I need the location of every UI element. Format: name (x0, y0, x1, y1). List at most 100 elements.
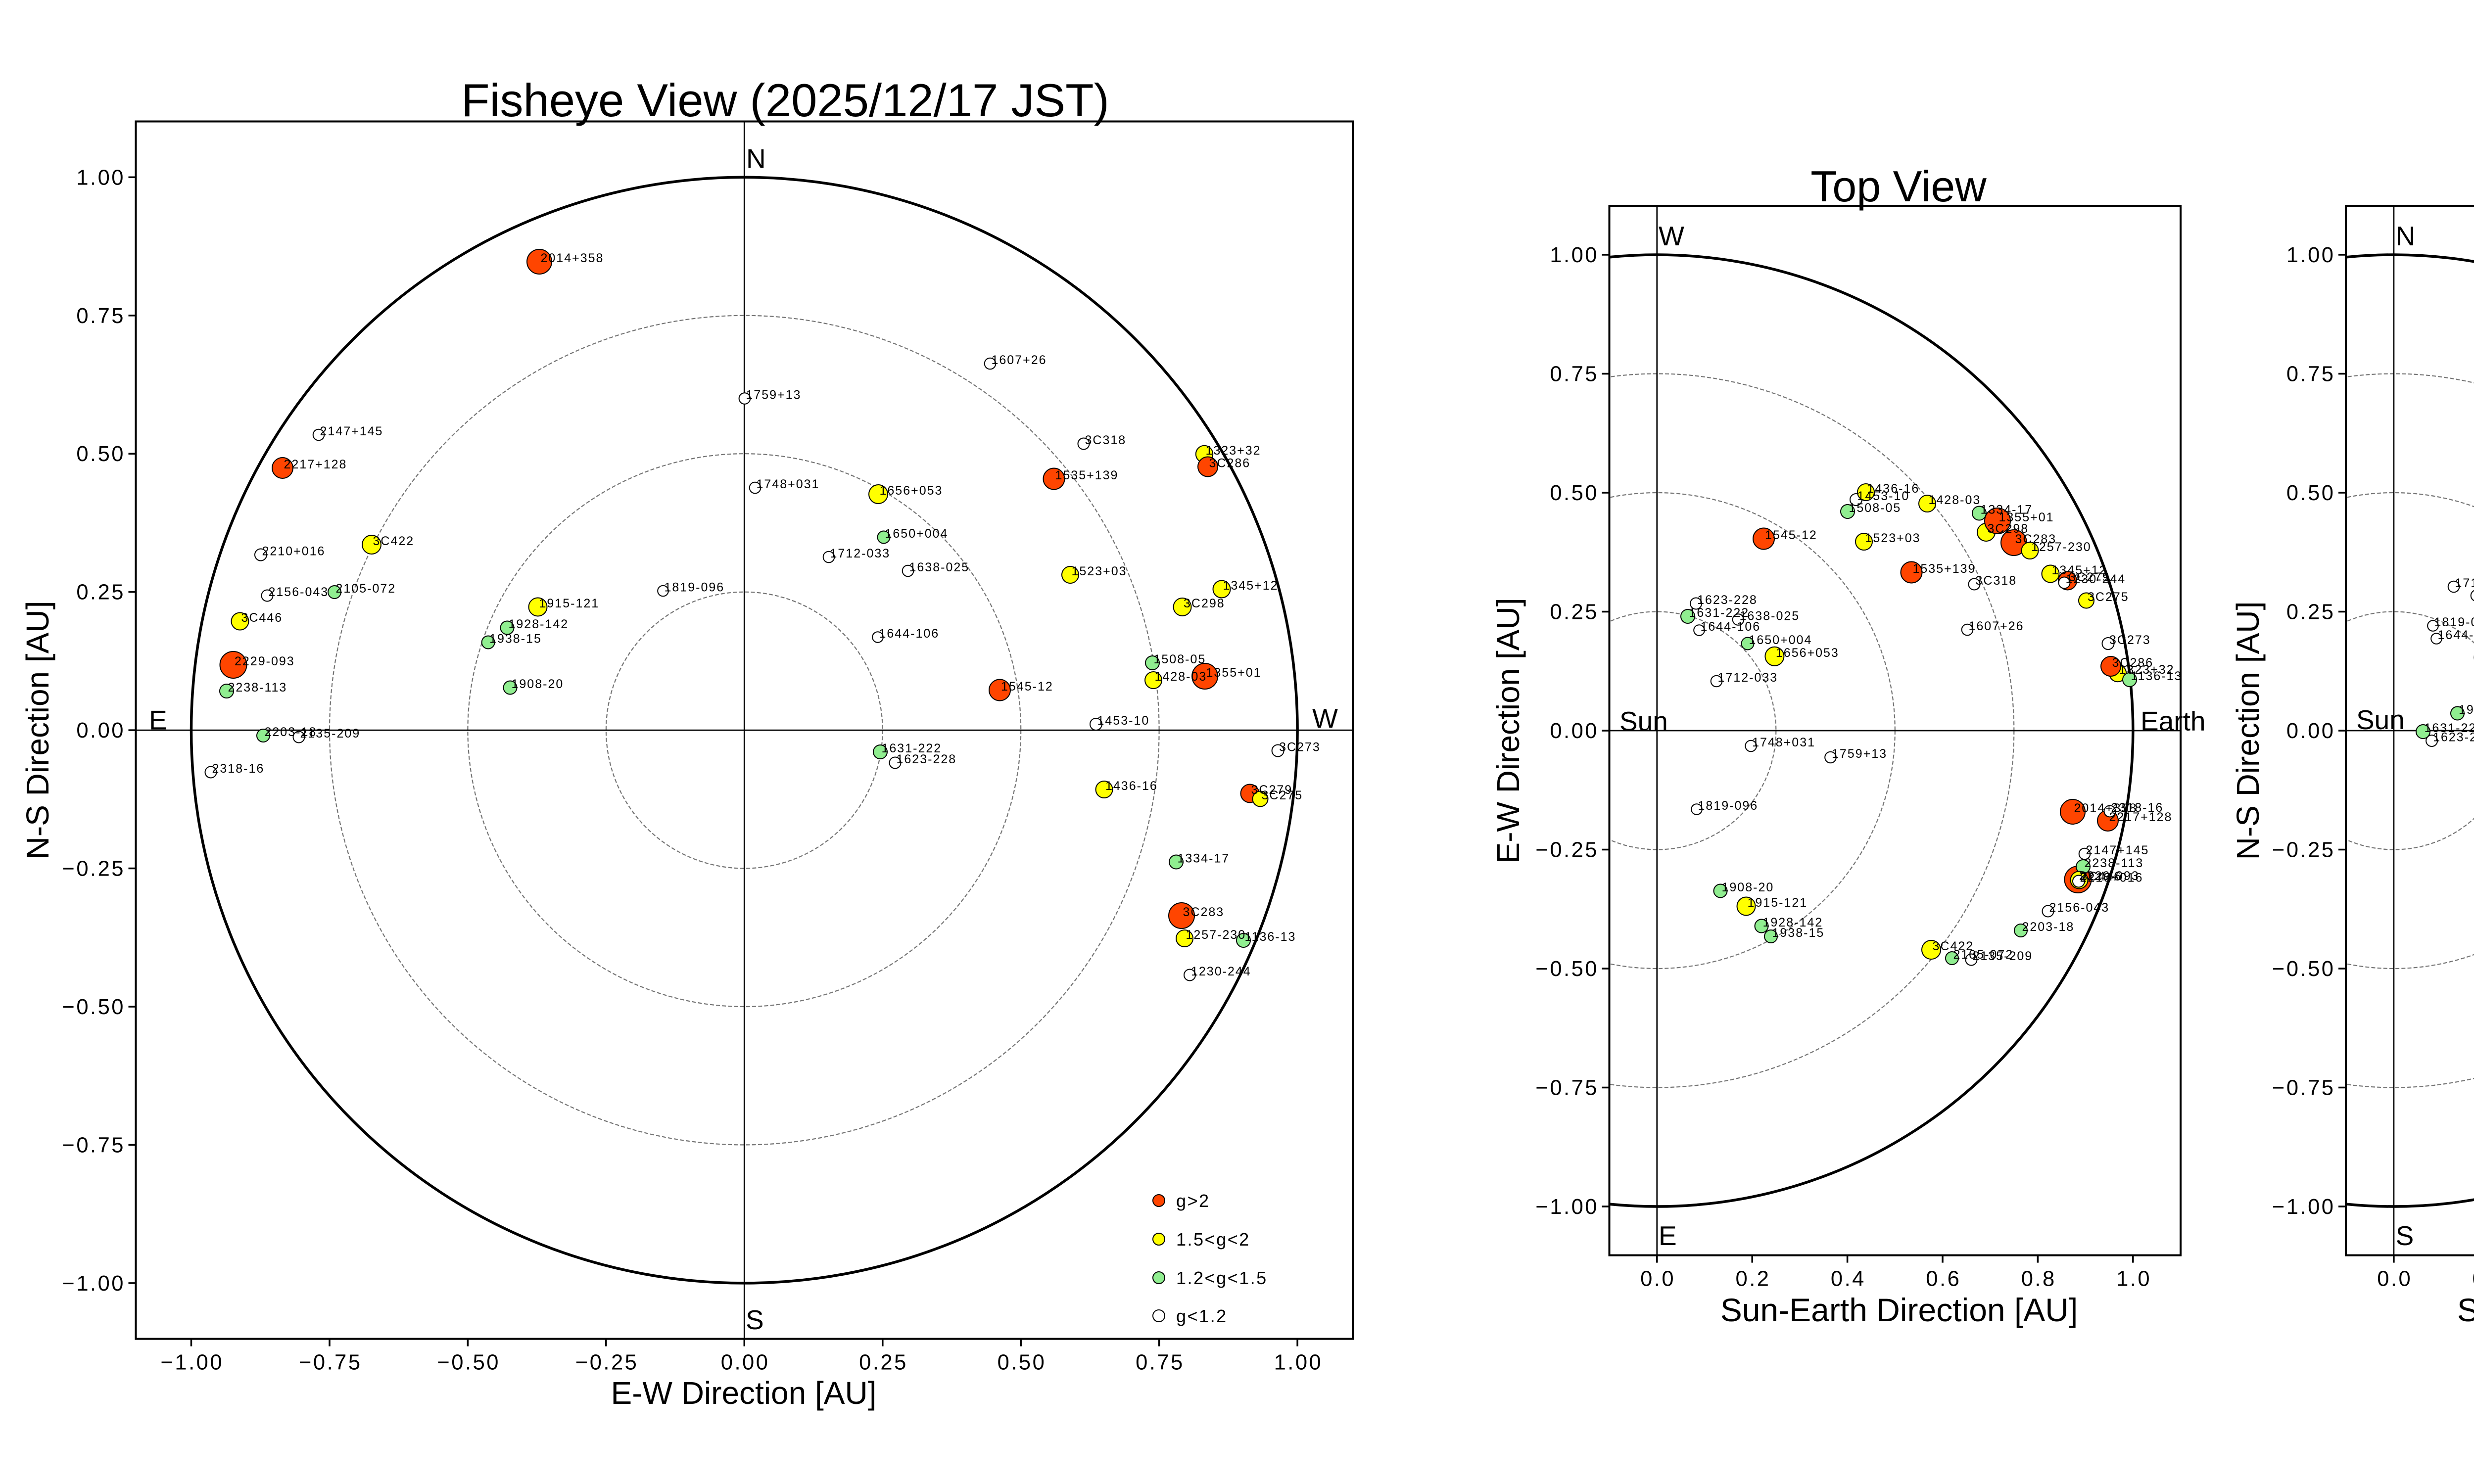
svg-text:−0.75: −0.75 (1535, 1076, 1599, 1100)
svg-text:−1.00: −1.00 (1535, 1195, 1599, 1219)
svg-text:−1.00: −1.00 (62, 1272, 125, 1296)
svg-text:1915-121: 1915-121 (539, 597, 600, 610)
svg-text:3C298: 3C298 (1184, 597, 1225, 610)
svg-text:0.50: 0.50 (998, 1351, 1047, 1375)
svg-text:2318-16: 2318-16 (212, 762, 265, 776)
svg-text:1453-10: 1453-10 (1097, 714, 1150, 728)
svg-text:1644-106: 1644-106 (879, 627, 940, 641)
svg-text:1650+004: 1650+004 (885, 527, 949, 541)
svg-text:2238-113: 2238-113 (228, 681, 287, 695)
svg-text:1656+053: 1656+053 (1776, 646, 1839, 660)
svg-text:0.75: 0.75 (2286, 363, 2335, 386)
svg-text:S: S (2396, 1220, 2414, 1251)
svg-text:0.75: 0.75 (1550, 363, 1599, 386)
svg-text:Top View: Top View (1810, 162, 1987, 211)
svg-text:0.50: 0.50 (1550, 481, 1599, 505)
svg-text:E: E (149, 705, 167, 736)
svg-text:1.2<g<1.5: 1.2<g<1.5 (1176, 1268, 1268, 1288)
svg-text:W: W (1659, 221, 1684, 251)
svg-text:0.25: 0.25 (859, 1351, 908, 1375)
svg-text:1644-106: 1644-106 (1701, 620, 1761, 634)
svg-text:3C283: 3C283 (1183, 905, 1225, 919)
svg-text:1623-228: 1623-228 (2433, 731, 2474, 744)
svg-text:−0.50: −0.50 (437, 1351, 500, 1375)
svg-text:E-W Direction [AU]: E-W Direction [AU] (1490, 598, 1526, 864)
svg-text:3C279: 3C279 (2069, 570, 2110, 584)
svg-text:1759+13: 1759+13 (1832, 747, 1887, 761)
svg-text:0.50: 0.50 (76, 442, 125, 466)
svg-text:1.00: 1.00 (2286, 243, 2335, 267)
svg-text:1748+031: 1748+031 (1752, 736, 1815, 749)
svg-text:1938-15: 1938-15 (1772, 926, 1825, 940)
svg-text:3C273: 3C273 (1279, 741, 1321, 754)
svg-text:1136-13: 1136-13 (2131, 669, 2183, 683)
svg-text:−0.25: −0.25 (2272, 838, 2335, 862)
svg-text:Sun: Sun (2356, 704, 2405, 735)
svg-text:0.00: 0.00 (76, 719, 125, 742)
svg-text:1323+32: 1323+32 (1206, 444, 1261, 458)
svg-text:0.25: 0.25 (1550, 601, 1599, 624)
svg-text:2217+128: 2217+128 (2109, 810, 2173, 824)
svg-text:1928-142: 1928-142 (1763, 916, 1823, 929)
svg-text:2156-043: 2156-043 (2049, 901, 2110, 915)
svg-text:1908-20: 1908-20 (2459, 703, 2474, 717)
svg-text:3C422: 3C422 (1933, 939, 1974, 953)
svg-text:1508-05: 1508-05 (1849, 501, 1902, 515)
svg-text:1345+12: 1345+12 (1223, 579, 1279, 593)
svg-text:1650+004: 1650+004 (1749, 633, 1812, 647)
svg-text:1623-228: 1623-228 (897, 752, 957, 766)
svg-text:N-S Direction [AU]: N-S Direction [AU] (2230, 602, 2266, 860)
svg-text:1819-096: 1819-096 (1698, 799, 1759, 813)
svg-text:1623-228: 1623-228 (1697, 593, 1758, 607)
svg-text:−0.75: −0.75 (299, 1351, 362, 1375)
svg-text:0.00: 0.00 (721, 1351, 770, 1375)
svg-text:2238-113: 2238-113 (2085, 856, 2144, 870)
svg-text:−0.25: −0.25 (1535, 838, 1599, 862)
svg-text:1334-17: 1334-17 (1178, 852, 1230, 866)
svg-text:1345+12: 1345+12 (2052, 563, 2107, 577)
svg-text:1436-16: 1436-16 (1105, 779, 1158, 793)
svg-text:1.0: 1.0 (2116, 1267, 2151, 1291)
svg-text:W: W (1312, 703, 1338, 734)
svg-text:3C286: 3C286 (2112, 656, 2154, 670)
svg-text:2229-093: 2229-093 (235, 654, 295, 668)
svg-text:−0.50: −0.50 (62, 995, 125, 1019)
svg-text:1334-17: 1334-17 (1981, 503, 2033, 517)
svg-text:3C273: 3C273 (2109, 633, 2151, 647)
svg-text:1.5<g<2: 1.5<g<2 (1176, 1229, 1250, 1250)
svg-text:Sun-Earth Direction [AU]: Sun-Earth Direction [AU] (1720, 1292, 2078, 1328)
svg-text:1545-12: 1545-12 (1001, 680, 1053, 694)
svg-text:2014+358: 2014+358 (2074, 801, 2138, 815)
svg-text:1508-05: 1508-05 (1154, 652, 1206, 666)
svg-text:2105-072: 2105-072 (1953, 948, 2014, 962)
svg-text:1607+26: 1607+26 (1969, 619, 2024, 633)
svg-text:2210+016: 2210+016 (2080, 871, 2143, 885)
svg-text:1631-222: 1631-222 (1689, 606, 1750, 620)
svg-text:1712-033: 1712-033 (1718, 671, 1778, 685)
svg-text:E: E (1659, 1220, 1677, 1251)
svg-text:−0.25: −0.25 (575, 1351, 639, 1375)
svg-text:1638-025: 1638-025 (1740, 609, 1800, 623)
svg-text:−0.75: −0.75 (62, 1133, 125, 1157)
svg-text:Fisheye View (2025/12/17 JST): Fisheye View (2025/12/17 JST) (461, 74, 1109, 126)
svg-text:0.6: 0.6 (1926, 1267, 1961, 1291)
svg-text:1908-20: 1908-20 (1722, 881, 1774, 894)
svg-text:1819-096: 1819-096 (2434, 615, 2474, 629)
svg-text:2229-093: 2229-093 (2079, 869, 2140, 883)
svg-text:1631-222: 1631-222 (882, 742, 942, 755)
svg-text:−1.00: −1.00 (161, 1351, 224, 1375)
svg-text:1355+01: 1355+01 (1999, 510, 2054, 524)
svg-text:1712-033: 1712-033 (2455, 576, 2474, 590)
svg-text:3C446: 3C446 (241, 611, 283, 625)
svg-text:1523+03: 1523+03 (1072, 564, 1127, 578)
svg-text:1545-12: 1545-12 (1765, 528, 1817, 542)
svg-text:3C422: 3C422 (373, 534, 415, 548)
svg-text:E-W Direction [AU]: E-W Direction [AU] (611, 1375, 877, 1411)
svg-text:3C318: 3C318 (1085, 433, 1127, 447)
svg-text:1656+053: 1656+053 (880, 484, 943, 498)
svg-text:1928-142: 1928-142 (509, 617, 569, 631)
svg-text:3C279: 3C279 (1251, 783, 1293, 797)
svg-text:3C298: 3C298 (1988, 522, 2029, 536)
svg-text:S: S (746, 1304, 764, 1335)
svg-text:2217+128: 2217+128 (284, 458, 347, 471)
